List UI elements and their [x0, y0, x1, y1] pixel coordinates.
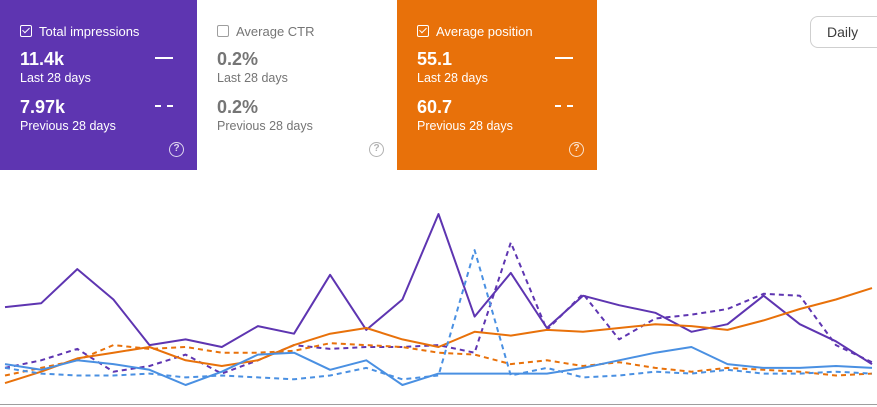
solid-line-legend-icon [555, 57, 573, 59]
previous-value: 0.2% [217, 97, 259, 117]
dashed-line-legend-icon [555, 105, 573, 107]
performance-line-chart [0, 213, 877, 405]
previous-metric: 0.2% Previous 28 days [217, 97, 377, 134]
previous-value: 7.97k [20, 97, 66, 117]
card-total-impressions[interactable]: Total impressions 11.4k Last 28 days 7.9… [0, 0, 197, 170]
help-icon[interactable]: ? [569, 142, 584, 157]
chevron-down-icon: ▼ [875, 17, 877, 47]
current-value: 55.1 [417, 49, 453, 69]
position-current-series-line [4, 287, 873, 385]
card-title: Total impressions [39, 23, 140, 39]
checkbox-icon[interactable] [217, 25, 229, 37]
impressions-current-series-line [4, 213, 873, 365]
checkbox-icon[interactable] [417, 25, 429, 37]
period-dropdown[interactable]: Daily ▼ [810, 16, 877, 48]
card-average-ctr[interactable]: Average CTR 0.2% Last 28 days 0.2% Previ… [197, 0, 397, 170]
impressions-previous-series-line [4, 241, 873, 375]
ctr-previous-series-line [4, 249, 873, 381]
previous-label: Previous 28 days [20, 119, 116, 133]
previous-label: Previous 28 days [417, 119, 513, 133]
card-header: Average position [417, 22, 577, 40]
current-label: Last 28 days [20, 71, 91, 85]
checkbox-icon[interactable] [20, 25, 32, 37]
card-header: Average CTR [217, 22, 377, 40]
help-icon[interactable]: ? [169, 142, 184, 157]
previous-label: Previous 28 days [217, 119, 313, 133]
card-title: Average CTR [236, 23, 315, 39]
dashed-line-legend-icon [155, 105, 173, 107]
card-title: Average position [436, 23, 533, 39]
current-label: Last 28 days [417, 71, 488, 85]
current-label: Last 28 days [217, 71, 288, 85]
previous-metric: 60.7 Previous 28 days [417, 97, 577, 134]
current-metric: 0.2% Last 28 days [217, 49, 377, 86]
solid-line-legend-icon [155, 57, 173, 59]
card-header: Total impressions [20, 22, 177, 40]
card-average-position[interactable]: Average position 55.1 Last 28 days 60.7 … [397, 0, 597, 170]
current-value: 0.2% [217, 49, 259, 69]
previous-value: 60.7 [417, 97, 453, 117]
position-previous-series-line [4, 342, 873, 377]
ctr-current-series-line [4, 346, 873, 386]
current-value: 11.4k [20, 49, 65, 69]
help-icon[interactable]: ? [369, 142, 384, 157]
current-metric: 11.4k Last 28 days [20, 49, 177, 86]
current-metric: 55.1 Last 28 days [417, 49, 577, 86]
period-dropdown-value: Daily [827, 24, 859, 40]
previous-metric: 7.97k Previous 28 days [20, 97, 177, 134]
